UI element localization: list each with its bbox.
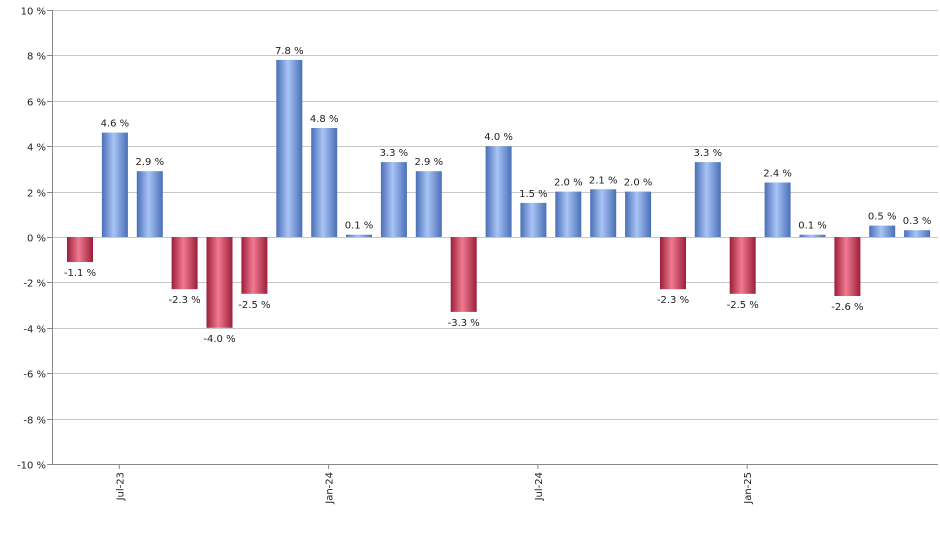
bar-value-label: -1.1 %	[64, 268, 96, 279]
bar	[729, 237, 756, 294]
bar	[625, 191, 652, 237]
x-tick-label: Jan-24	[325, 472, 336, 505]
bar	[660, 237, 686, 290]
bar	[869, 225, 896, 237]
bar	[101, 132, 128, 237]
bar-value-label: 7.8 %	[275, 46, 304, 57]
axes	[52, 10, 938, 465]
bar	[136, 171, 163, 237]
bar-value-label: 4.6 %	[101, 119, 130, 130]
bar-value-label: 4.8 %	[310, 114, 339, 125]
y-tick-label: -2 %	[23, 279, 46, 290]
x-tick-label: Jul-23	[115, 472, 126, 501]
y-tick-label: -4 %	[23, 325, 46, 336]
bar-value-label: 2.9 %	[136, 157, 165, 168]
bar-value-label: 3.3 %	[694, 148, 723, 159]
bar	[834, 237, 861, 296]
bar-value-label: 2.0 %	[624, 178, 653, 189]
y-tick-label: -10 %	[17, 461, 46, 472]
y-tick-label: 8 %	[27, 52, 46, 63]
bar-value-label: 1.5 %	[519, 189, 548, 200]
x-tick-label: Jul-24	[534, 472, 545, 501]
bar	[555, 191, 582, 237]
bar-value-label: 2.0 %	[554, 178, 583, 189]
bar-value-label: 2.9 %	[415, 157, 444, 168]
bar	[485, 146, 512, 237]
x-tick-label: Jan-25	[743, 472, 754, 505]
bar-value-label: 0.3 %	[903, 216, 932, 227]
bar	[799, 234, 826, 237]
bar-value-label: -2.3 %	[657, 295, 689, 306]
y-tick-label: 4 %	[27, 143, 46, 154]
bar-value-label: 4.0 %	[484, 132, 513, 143]
y-tick-label: 2 %	[27, 189, 46, 200]
bar	[694, 162, 721, 237]
bar	[415, 171, 442, 237]
bar	[206, 237, 233, 328]
y-tick-label: 0 %	[27, 234, 46, 245]
y-axis-ticks: 10 % 8 % 6 % 4 % 2 % 0 % -2 % -4 % -6 % -8 % -10 %	[17, 7, 52, 472]
bar	[450, 237, 477, 312]
bar-value-label: -3.3 %	[448, 318, 480, 329]
y-tick-label: -8 %	[23, 416, 46, 427]
bar	[590, 189, 617, 237]
y-tick-label: 10 %	[21, 7, 46, 18]
bar	[311, 128, 338, 237]
bar	[276, 59, 303, 238]
bar-value-label: -2.5 %	[727, 300, 759, 311]
bar-value-label: -2.5 %	[238, 300, 270, 311]
bar-value-label: 0.1 %	[345, 221, 374, 232]
bar	[520, 202, 547, 237]
x-axis-ticks: Jul-23 Jan-24 Jul-24 Jan-25	[115, 464, 754, 505]
bar	[241, 237, 268, 294]
bar	[764, 182, 791, 237]
bar-value-label: -2.6 %	[831, 302, 863, 313]
bar-value-label: 2.4 %	[763, 169, 792, 180]
bar	[67, 237, 93, 262]
bar	[346, 234, 372, 237]
bar-value-label: 2.1 %	[589, 175, 618, 186]
bar-value-label: -4.0 %	[203, 334, 235, 345]
bar-value-labels: -1.1 % 4.6 % 2.9 % -2.3 % -4.0 % -2.5 % 7.8 % 4…	[64, 46, 931, 345]
bar-value-label: 0.5 %	[868, 212, 897, 223]
bar	[171, 237, 198, 290]
bar-value-label: 3.3 %	[380, 148, 409, 159]
bar-value-label: -2.3 %	[168, 295, 200, 306]
y-tick-label: 6 %	[27, 98, 46, 109]
bar	[380, 162, 407, 237]
bars	[67, 59, 931, 328]
bar-value-label: 0.1 %	[798, 221, 827, 232]
bar	[904, 230, 931, 237]
y-tick-label: -6 %	[23, 370, 46, 381]
